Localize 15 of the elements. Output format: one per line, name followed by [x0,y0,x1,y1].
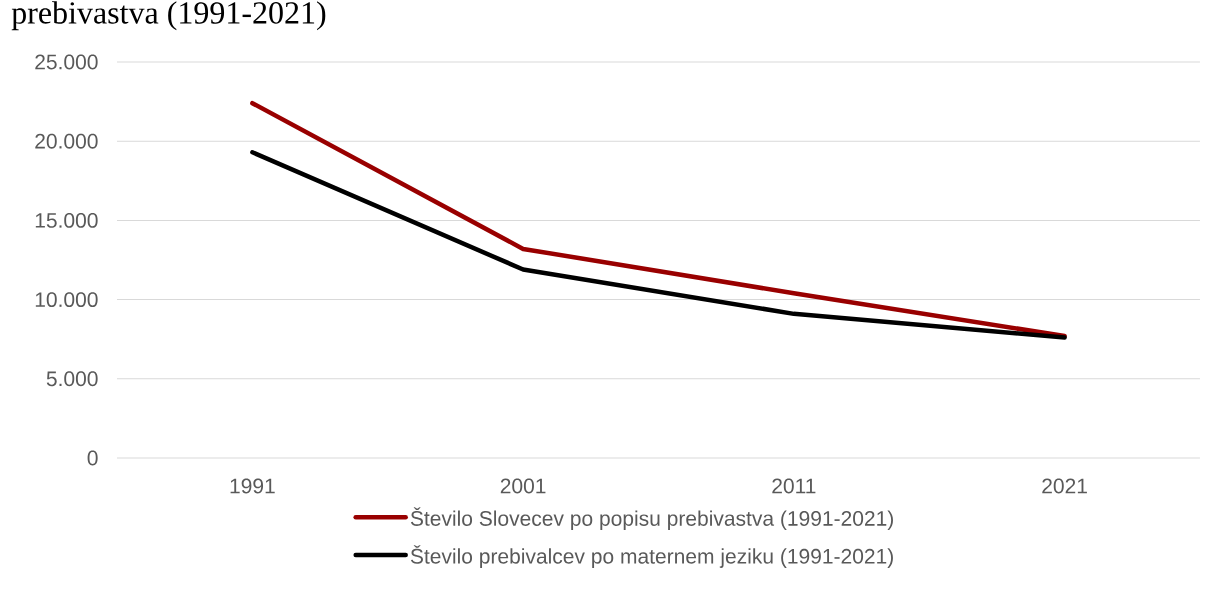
x-tick-label: 1991 [230,478,275,494]
x-tick-label: 2001 [500,478,546,494]
x-tick-label: 2011 [772,478,816,494]
y-tick-label: 10.000 [35,292,98,308]
y-tick-label: 0 [87,450,98,466]
y-tick-label: 20.000 [35,133,98,149]
chart-title: prebivastva (1991-2021) [11,1,326,31]
line-series [250,150,1067,340]
legend-label: Število Slovecev po popisu prebivastva (1991-2021) [410,507,893,531]
y-tick-label: 5.000 [46,371,98,387]
x-tick-label: 2021 [1042,478,1087,494]
y-tick-label: 15.000 [35,212,98,228]
legend-label: Število prebivalcev po maternem jeziku (1991-2021) [410,545,893,568]
y-tick-label: 25.000 [35,54,98,70]
line-series [250,100,1067,339]
